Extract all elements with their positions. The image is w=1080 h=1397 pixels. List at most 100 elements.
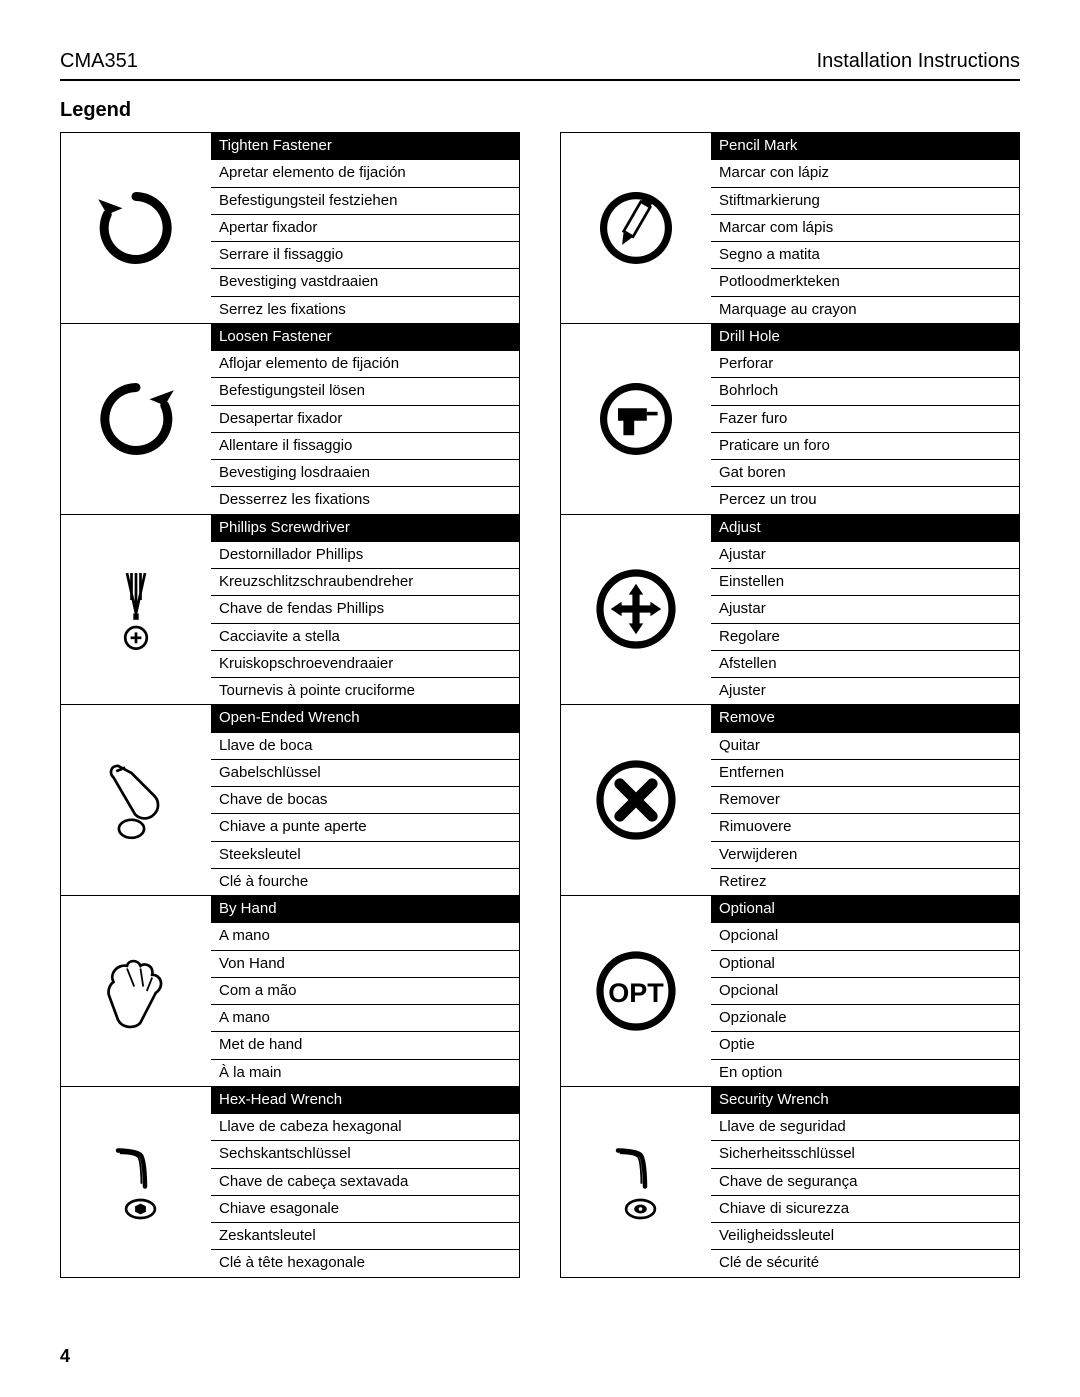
term-heading: Optional <box>711 896 1019 923</box>
legend-item: OptionalOpcionalOptionalOpcionalOpzional… <box>561 896 1019 1087</box>
term-translation: Chiave a punte aperte <box>211 814 519 841</box>
term-translation: Retirez <box>711 869 1019 895</box>
hexkey-icon <box>61 1087 211 1277</box>
term-translation: Quitar <box>711 733 1019 760</box>
term-translation: Perforar <box>711 351 1019 378</box>
legend-columns: Tighten FastenerApretar elemento de fija… <box>60 132 1020 1278</box>
translations: Drill HolePerforarBohrlochFazer furoPrat… <box>711 324 1019 514</box>
term-translation: Met de hand <box>211 1032 519 1059</box>
legend-item: Hex-Head WrenchLlave de cabeza hexagonal… <box>61 1087 519 1277</box>
term-translation: Von Hand <box>211 951 519 978</box>
term-translation: Einstellen <box>711 569 1019 596</box>
term-heading: By Hand <box>211 896 519 923</box>
term-translation: Optional <box>711 951 1019 978</box>
legend-item: Open-Ended WrenchLlave de bocaGabelschlü… <box>61 705 519 896</box>
translations: Phillips ScrewdriverDestornillador Phill… <box>211 515 519 705</box>
translations: Hex-Head WrenchLlave de cabeza hexagonal… <box>211 1087 519 1277</box>
term-translation: Llave de seguridad <box>711 1114 1019 1141</box>
hand-icon <box>61 896 211 1086</box>
translations: Open-Ended WrenchLlave de bocaGabelschlü… <box>211 705 519 895</box>
term-translation: En option <box>711 1060 1019 1086</box>
translations: OptionalOpcionalOptionalOpcionalOpzional… <box>711 896 1019 1086</box>
term-translation: Opcional <box>711 978 1019 1005</box>
term-translation: Com a mão <box>211 978 519 1005</box>
legend-item: RemoveQuitarEntfernenRemoverRimuovereVer… <box>561 705 1019 896</box>
legend-item: Loosen FastenerAflojar elemento de fijac… <box>61 324 519 515</box>
tighten-icon <box>61 133 211 323</box>
term-translation: Allentare il fissaggio <box>211 433 519 460</box>
translations: Tighten FastenerApretar elemento de fija… <box>211 133 519 323</box>
legend-item: Security WrenchLlave de seguridadSicherh… <box>561 1087 1019 1277</box>
term-translation: Desapertar fixador <box>211 406 519 433</box>
term-translation: Cacciavite a stella <box>211 624 519 651</box>
term-translation: Sicherheitsschlüssel <box>711 1141 1019 1168</box>
page-number: 4 <box>60 1346 70 1367</box>
term-translation: Tournevis à pointe cruciforme <box>211 678 519 704</box>
legend-item: AdjustAjustarEinstellenAjustarRegolareAf… <box>561 515 1019 706</box>
term-translation: Sechskantschlüssel <box>211 1141 519 1168</box>
term-translation: A mano <box>211 1005 519 1032</box>
term-translation: Clé à fourche <box>211 869 519 895</box>
term-translation: Chiave di sicurezza <box>711 1196 1019 1223</box>
term-translation: Chave de fendas Phillips <box>211 596 519 623</box>
translations: RemoveQuitarEntfernenRemoverRimuovereVer… <box>711 705 1019 895</box>
term-translation: Chave de segurança <box>711 1169 1019 1196</box>
term-translation: Gabelschlüssel <box>211 760 519 787</box>
term-translation: Llave de boca <box>211 733 519 760</box>
term-translation: Stiftmarkierung <box>711 188 1019 215</box>
term-translation: Optie <box>711 1032 1019 1059</box>
term-heading: Hex-Head Wrench <box>211 1087 519 1114</box>
term-translation: Entfernen <box>711 760 1019 787</box>
term-translation: Praticare un foro <box>711 433 1019 460</box>
legend-item: Phillips ScrewdriverDestornillador Phill… <box>61 515 519 706</box>
term-translation: Afstellen <box>711 651 1019 678</box>
term-translation: Veiligheidssleutel <box>711 1223 1019 1250</box>
legend-col-left: Tighten FastenerApretar elemento de fija… <box>60 132 520 1278</box>
term-translation: Kreuzschlitzschraubendreher <box>211 569 519 596</box>
legend-item: Tighten FastenerApretar elemento de fija… <box>61 133 519 324</box>
term-translation: Fazer furo <box>711 406 1019 433</box>
section-title: Legend <box>60 99 1020 122</box>
term-heading: Drill Hole <box>711 324 1019 351</box>
term-translation: Ajuster <box>711 678 1019 704</box>
header-right: Installation Instructions <box>817 50 1020 73</box>
term-translation: Opcional <box>711 923 1019 950</box>
term-translation: Llave de cabeza hexagonal <box>211 1114 519 1141</box>
term-translation: Serrare il fissaggio <box>211 242 519 269</box>
term-heading: Loosen Fastener <box>211 324 519 351</box>
term-translation: Opzionale <box>711 1005 1019 1032</box>
term-translation: Kruiskopschroevendraaier <box>211 651 519 678</box>
term-translation: Ajustar <box>711 596 1019 623</box>
translations: AdjustAjustarEinstellenAjustarRegolareAf… <box>711 515 1019 705</box>
security-icon <box>561 1087 711 1277</box>
wrench-icon <box>61 705 211 895</box>
term-translation: Befestigungsteil lösen <box>211 378 519 405</box>
translations: By HandA manoVon HandCom a mãoA manoMet … <box>211 896 519 1086</box>
term-translation: Potloodmerkteken <box>711 269 1019 296</box>
term-translation: Segno a matita <box>711 242 1019 269</box>
term-heading: Security Wrench <box>711 1087 1019 1114</box>
term-translation: Percez un trou <box>711 487 1019 513</box>
optional-icon <box>561 896 711 1086</box>
term-translation: Befestigungsteil festziehen <box>211 188 519 215</box>
term-heading: Adjust <box>711 515 1019 542</box>
term-translation: Rimuovere <box>711 814 1019 841</box>
term-translation: Regolare <box>711 624 1019 651</box>
term-translation: Apretar elemento de fijación <box>211 160 519 187</box>
term-translation: Desserrez les fixations <box>211 487 519 513</box>
pencil-icon <box>561 133 711 323</box>
term-translation: Clé à tête hexagonale <box>211 1250 519 1276</box>
term-translation: Bevestiging vastdraaien <box>211 269 519 296</box>
drill-icon <box>561 324 711 514</box>
term-translation: Steeksleutel <box>211 842 519 869</box>
term-translation: Bohrloch <box>711 378 1019 405</box>
translations: Security WrenchLlave de seguridadSicherh… <box>711 1087 1019 1277</box>
term-translation: Apertar fixador <box>211 215 519 242</box>
term-translation: Bevestiging losdraaien <box>211 460 519 487</box>
phillips-icon <box>61 515 211 705</box>
term-heading: Phillips Screwdriver <box>211 515 519 542</box>
term-heading: Open-Ended Wrench <box>211 705 519 732</box>
term-translation: À la main <box>211 1060 519 1086</box>
term-translation: Verwijderen <box>711 842 1019 869</box>
term-translation: Gat boren <box>711 460 1019 487</box>
